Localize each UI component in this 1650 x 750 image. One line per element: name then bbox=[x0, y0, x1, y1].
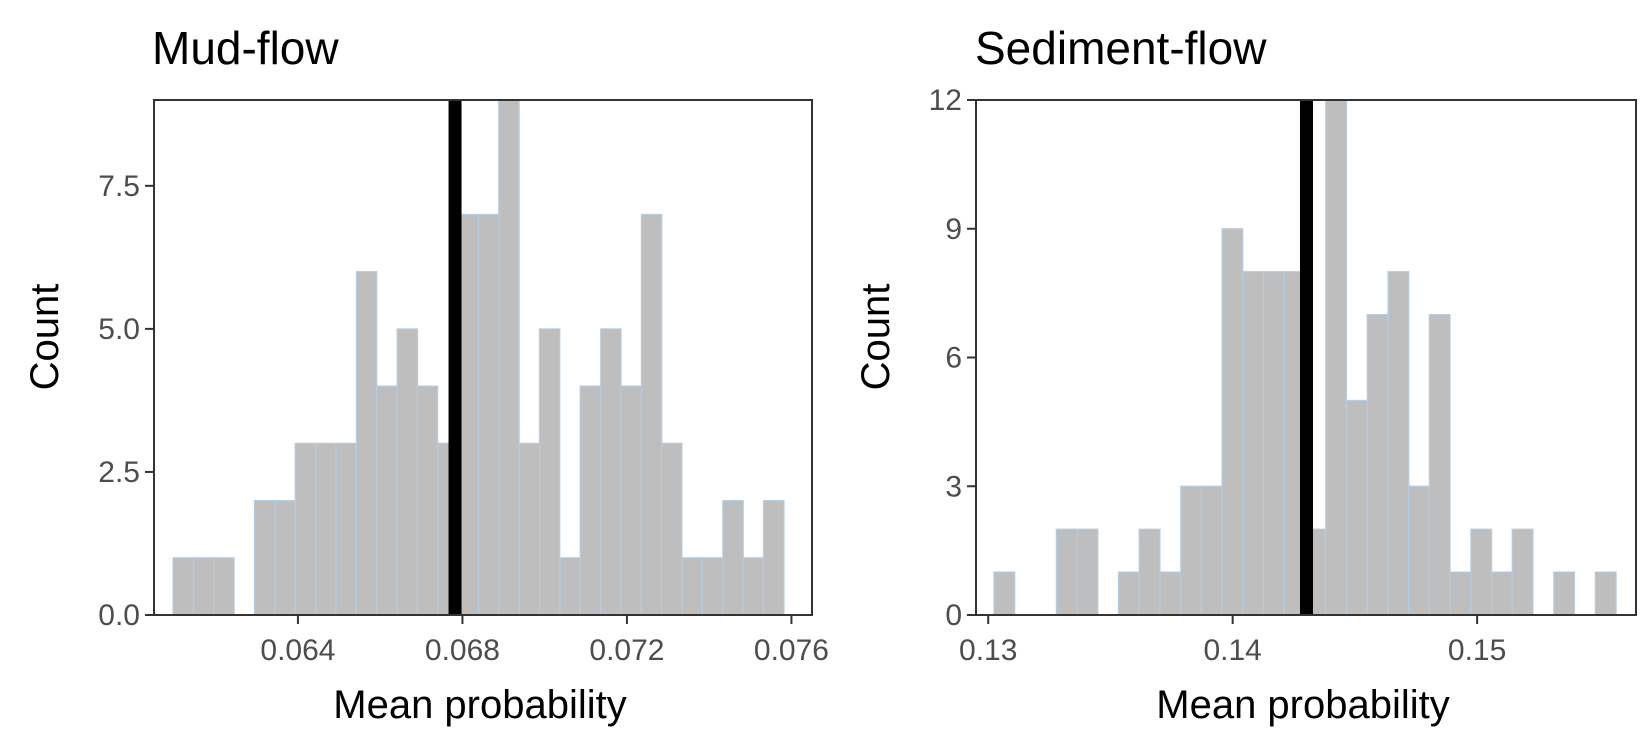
bars bbox=[993, 99, 1617, 616]
histogram-bar bbox=[1159, 571, 1182, 616]
histogram-bar bbox=[1387, 271, 1410, 616]
x-tick-label: 0.15 bbox=[1448, 634, 1506, 667]
histogram-bar bbox=[375, 385, 398, 616]
histogram-bar bbox=[396, 328, 419, 616]
histogram-bar bbox=[538, 328, 561, 616]
histogram-bar bbox=[1345, 399, 1368, 616]
histogram-bar bbox=[1449, 571, 1472, 616]
histogram-bar bbox=[294, 442, 317, 616]
mud-flow-panel: Mud-flow Count Mean probability 0.064 0.0… bbox=[23, 22, 829, 727]
histogram-bar bbox=[722, 499, 744, 616]
histogram-bar bbox=[1076, 528, 1099, 616]
histogram-bar bbox=[518, 442, 541, 616]
histogram-bar bbox=[1200, 485, 1223, 616]
histogram-bar bbox=[559, 557, 581, 616]
histogram-bar bbox=[213, 557, 235, 616]
x-tick-label: 0.076 bbox=[754, 634, 829, 667]
histogram-bar bbox=[1180, 485, 1203, 616]
histogram-bar bbox=[993, 571, 1016, 616]
histogram-bar bbox=[192, 557, 215, 616]
histogram-bar bbox=[1511, 528, 1534, 616]
histogram-bar bbox=[355, 271, 378, 616]
bars bbox=[172, 99, 785, 616]
y-tick-label: 7.5 bbox=[98, 170, 140, 203]
x-tick-label: 0.13 bbox=[959, 634, 1017, 667]
histogram-bar bbox=[1553, 571, 1576, 616]
y-axis-title: Count bbox=[23, 284, 67, 391]
y-tick-label: 0 bbox=[945, 599, 962, 632]
y-tick-label: 0.0 bbox=[98, 599, 140, 632]
histogram-bar bbox=[1407, 485, 1430, 616]
histogram-bar bbox=[742, 557, 764, 616]
histogram-bar bbox=[172, 557, 194, 616]
histogram-bar bbox=[600, 328, 622, 616]
histogram-bar bbox=[1491, 571, 1514, 616]
histogram-bar bbox=[416, 385, 439, 616]
panel-title: Mud-flow bbox=[152, 22, 339, 74]
y-tick-label: 9 bbox=[945, 213, 962, 246]
histogram-bar bbox=[253, 499, 276, 616]
histogram-bar bbox=[1263, 271, 1285, 616]
panel-title: Sediment-flow bbox=[975, 22, 1267, 74]
y-tick-label: 2.5 bbox=[98, 456, 140, 489]
histogram-bar bbox=[477, 213, 500, 616]
sediment-flow-panel: Sediment-flow Count Mean probability 0.1… bbox=[854, 22, 1637, 727]
y-tick-label: 6 bbox=[945, 342, 962, 375]
histogram-bar bbox=[315, 442, 337, 616]
histogram-bar bbox=[1221, 228, 1244, 616]
y-tick-label: 5.0 bbox=[98, 313, 140, 346]
x-tick-label: 0.072 bbox=[589, 634, 664, 667]
histogram-bar bbox=[762, 499, 785, 616]
panel-border bbox=[153, 99, 813, 616]
x-tick-label: 0.14 bbox=[1203, 634, 1261, 667]
histogram-bar bbox=[681, 557, 704, 616]
x-axis-title: Mean probability bbox=[1156, 683, 1450, 727]
histogram-bar bbox=[1325, 99, 1348, 616]
x-axis-title: Mean probability bbox=[333, 683, 627, 727]
histogram-bar bbox=[1055, 528, 1078, 616]
y-tick-label: 3 bbox=[945, 470, 962, 503]
histogram-bar bbox=[1594, 571, 1617, 616]
histogram-bar bbox=[1366, 313, 1389, 616]
histogram-bar bbox=[1242, 271, 1265, 616]
y-axis-title: Count bbox=[854, 284, 898, 391]
histogram-bar bbox=[1470, 528, 1493, 616]
histogram-bar bbox=[498, 99, 520, 616]
histogram-bar bbox=[620, 385, 642, 616]
histogram-bar bbox=[579, 385, 602, 616]
histogram-bar bbox=[1138, 528, 1161, 616]
y-tick-label: 12 bbox=[929, 84, 962, 117]
histogram-bar bbox=[640, 213, 663, 616]
histogram-bar bbox=[274, 499, 296, 616]
histogram-bar bbox=[1428, 313, 1451, 616]
x-tick-label: 0.064 bbox=[260, 634, 335, 667]
histogram-bar bbox=[660, 442, 683, 616]
histogram-bar bbox=[701, 557, 724, 616]
histogram-bar bbox=[335, 442, 357, 616]
histogram-bar bbox=[1117, 571, 1140, 616]
x-tick-label: 0.068 bbox=[425, 634, 500, 667]
